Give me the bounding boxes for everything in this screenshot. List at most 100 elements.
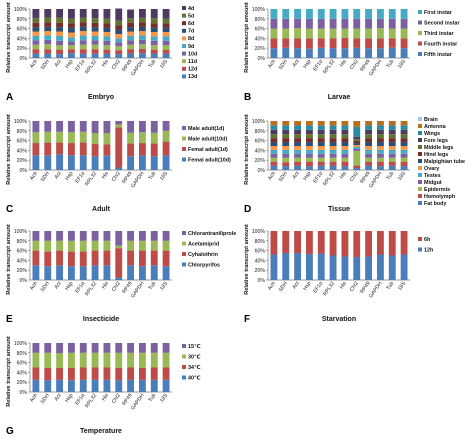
x-axis-title: Temperature bbox=[80, 428, 122, 435]
bar-segment bbox=[91, 231, 99, 241]
bar-segment bbox=[44, 367, 52, 381]
bar-segment bbox=[365, 125, 373, 130]
bar-segment bbox=[44, 343, 52, 353]
bar-segment bbox=[162, 130, 170, 142]
bar-segment bbox=[103, 231, 111, 241]
x-tick-label: 18S bbox=[159, 280, 170, 291]
bar-segment bbox=[115, 33, 123, 39]
bar-segment bbox=[44, 17, 52, 23]
bar-segment bbox=[376, 231, 384, 255]
bar-segment bbox=[400, 231, 408, 255]
legend-swatch bbox=[182, 252, 186, 256]
bar-segment bbox=[376, 18, 384, 29]
bar-segment bbox=[317, 138, 325, 143]
y-axis-title: Relative transcript amount bbox=[244, 114, 250, 185]
bar-segment bbox=[115, 46, 123, 51]
bar-segment bbox=[388, 165, 396, 170]
bar-segment bbox=[388, 142, 396, 146]
bar-segment bbox=[353, 231, 361, 257]
bar-segment bbox=[282, 162, 290, 167]
x-tick-label: Hsp bbox=[302, 171, 312, 182]
legend-label: Brain bbox=[424, 117, 438, 123]
bar-segment bbox=[162, 367, 170, 380]
y-tick-label: 100% bbox=[252, 7, 266, 13]
bar-segment bbox=[32, 143, 40, 156]
x-tick-label: His bbox=[339, 58, 348, 68]
bar-segment bbox=[103, 240, 111, 251]
bar-segment bbox=[32, 49, 40, 54]
y-tick-label: 80% bbox=[17, 17, 28, 23]
bar-segment bbox=[400, 153, 408, 158]
bar-segment bbox=[103, 32, 111, 37]
bar-segment bbox=[138, 53, 146, 58]
bar-segment bbox=[56, 131, 64, 143]
bar-segment bbox=[79, 266, 87, 280]
bar-segment bbox=[91, 121, 99, 134]
bar-segment bbox=[67, 251, 75, 267]
y-tick-label: 20% bbox=[255, 158, 266, 164]
bar-segment bbox=[400, 125, 408, 130]
legend-swatch bbox=[418, 194, 422, 198]
bar-segment bbox=[115, 277, 123, 280]
bar-segment bbox=[400, 121, 408, 126]
legend-swatch bbox=[182, 365, 186, 369]
x-tick-label: Ach bbox=[29, 171, 39, 182]
bar-segment bbox=[400, 134, 408, 139]
bar-segment bbox=[353, 145, 361, 147]
bar-segment bbox=[91, 40, 99, 45]
bar-segment bbox=[376, 9, 384, 19]
bar-segment bbox=[162, 23, 170, 28]
x-axis-title: Adult bbox=[92, 206, 111, 213]
legend-swatch bbox=[418, 41, 422, 46]
bar-segment bbox=[115, 352, 123, 368]
bar-segment bbox=[138, 143, 146, 156]
legend-swatch bbox=[182, 28, 186, 33]
bar-segment bbox=[103, 155, 111, 170]
bar-segment bbox=[67, 45, 75, 50]
bar-segment bbox=[270, 157, 278, 162]
bar-segment bbox=[400, 138, 408, 143]
bar-segment bbox=[365, 231, 373, 257]
bar-segment bbox=[294, 231, 302, 254]
bar-segment bbox=[353, 126, 361, 137]
legend-swatch bbox=[182, 44, 186, 48]
bar-segment bbox=[127, 121, 135, 133]
bar-segment bbox=[294, 142, 302, 146]
legend-label: 12h bbox=[424, 247, 433, 253]
x-tick-label: Ach bbox=[267, 171, 277, 182]
x-tick-label: Act bbox=[292, 170, 302, 180]
bar-segment bbox=[317, 47, 325, 58]
bar-segment bbox=[44, 39, 52, 45]
bar-segment bbox=[127, 352, 135, 368]
bar-segment bbox=[353, 148, 361, 151]
bar-segment bbox=[115, 380, 123, 392]
y-axis-title: Relative transcript amount bbox=[6, 336, 12, 407]
bar-segment bbox=[79, 379, 87, 392]
bar-segment bbox=[103, 121, 111, 134]
bar-segment bbox=[353, 150, 361, 166]
bar-segment bbox=[67, 23, 75, 28]
bar-segment bbox=[32, 343, 40, 353]
legend-swatch bbox=[182, 36, 186, 41]
bar-segment bbox=[115, 248, 123, 278]
bar-segment bbox=[341, 157, 349, 162]
bar-segment bbox=[44, 26, 52, 32]
legend-swatch bbox=[418, 237, 422, 241]
y-axis-title: Relative transcript amount bbox=[244, 224, 250, 295]
bar-segment bbox=[32, 132, 40, 144]
bar-segment bbox=[282, 129, 290, 135]
panel-letter: A bbox=[6, 92, 13, 103]
bar-segment bbox=[150, 156, 158, 170]
bar-segment bbox=[127, 53, 135, 58]
panel-letter: D bbox=[244, 204, 251, 215]
bar-segment bbox=[282, 138, 290, 143]
panel-letter: G bbox=[6, 426, 14, 437]
y-tick-label: 0% bbox=[20, 278, 28, 284]
bar-segment bbox=[91, 27, 99, 32]
y-tick-label: 40% bbox=[255, 36, 266, 42]
bar-segment bbox=[329, 231, 337, 256]
bar-segment bbox=[305, 134, 313, 139]
legend-label: Acetamiprid bbox=[188, 241, 219, 247]
legend-label: Male adult(10d) bbox=[188, 136, 227, 142]
